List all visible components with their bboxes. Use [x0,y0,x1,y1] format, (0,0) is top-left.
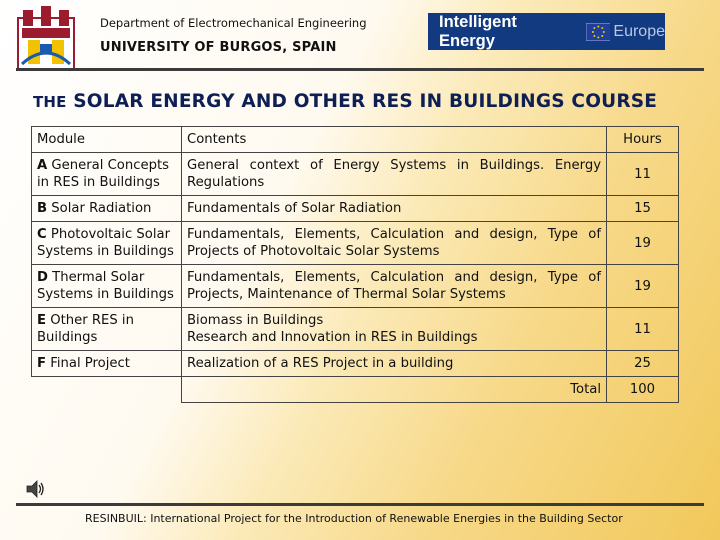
contents-cell: Biomass in Buildings Research and Innovat… [181,307,607,351]
hours-cell: 11 [606,307,679,351]
table-total-row: Total 100 [32,376,679,403]
contents-cell: Fundamentals, Elements, Calculation and … [181,221,607,265]
module-name: Final Project [50,356,130,371]
module-name: Other RES in Buildings [37,313,134,345]
table-row: B Solar Radiation Fundamentals of Solar … [31,195,679,222]
contents-line: Biomass in Buildings [187,313,324,328]
header-module: Module [31,126,182,153]
hours-cell: 15 [606,195,679,222]
hours-cell: 19 [606,221,679,265]
contents-cell: Fundamentals, Elements, Calculation and … [181,264,607,308]
empty-cell [32,377,182,403]
module-code: E [37,313,47,328]
module-code: D [37,270,48,285]
header-contents: Contents [181,126,607,153]
intelligent-energy-banner: Intelligent Energy Europe [428,13,665,50]
module-code: F [37,356,47,371]
title-prefix: THE [33,93,67,111]
title-main: SOLAR ENERGY AND OTHER RES IN BUILDINGS … [66,91,658,112]
module-name: Thermal Solar Systems in Buildings [37,270,174,302]
module-code: B [37,201,48,216]
module-cell: D Thermal Solar Systems in Buildings [31,264,182,308]
module-name: Photovoltaic Solar Systems in Buildings [37,227,174,259]
footer-divider [16,503,704,506]
university-name: UNIVERSITY OF BURGOS, SPAIN [100,40,337,55]
hours-cell: 11 [606,152,679,196]
table-row: C Photovoltaic Solar Systems in Building… [31,221,679,265]
module-cell: E Other RES in Buildings [31,307,182,351]
module-name: General Concepts in RES in Buildings [37,158,169,190]
table-row: F Final Project Realization of a RES Pro… [31,350,679,377]
department-name: Department of Electromechanical Engineer… [100,16,367,30]
contents-cell: General context of Energy Systems in Bui… [181,152,607,196]
banner-europe-label: Europe [613,22,665,40]
speaker-icon[interactable] [24,478,46,500]
table-row: E Other RES in Buildings Biomass in Buil… [31,307,679,351]
page-title: THE SOLAR ENERGY AND OTHER RES IN BUILDI… [33,91,657,112]
course-table: Module Contents Hours A General Concepts… [31,126,679,403]
module-code: C [37,227,47,242]
hours-cell: 25 [606,350,679,377]
module-cell: F Final Project [31,350,182,377]
table-row: D Thermal Solar Systems in Buildings Fun… [31,264,679,308]
module-name: Solar Radiation [51,201,152,216]
hours-cell: 19 [606,264,679,308]
footer-text: RESINBUIL: International Project for the… [85,512,623,525]
header-divider [16,68,704,71]
contents-cell: Realization of a RES Project in a buildi… [181,350,607,377]
university-crest-logo [17,6,75,71]
module-cell: B Solar Radiation [31,195,182,222]
table-row: A General Concepts in RES in Buildings G… [31,152,679,196]
total-value: 100 [606,376,679,403]
module-cell: A General Concepts in RES in Buildings [31,152,182,196]
table-header-row: Module Contents Hours [31,126,679,153]
header-hours: Hours [606,126,679,153]
contents-cell: Fundamentals of Solar Radiation [181,195,607,222]
contents-line: Research and Innovation in RES in Buildi… [187,330,478,345]
module-cell: C Photovoltaic Solar Systems in Building… [31,221,182,265]
banner-title: Intelligent Energy [439,12,517,50]
eu-flag-icon [585,22,611,41]
module-code: A [37,158,48,173]
total-label: Total [181,376,607,403]
